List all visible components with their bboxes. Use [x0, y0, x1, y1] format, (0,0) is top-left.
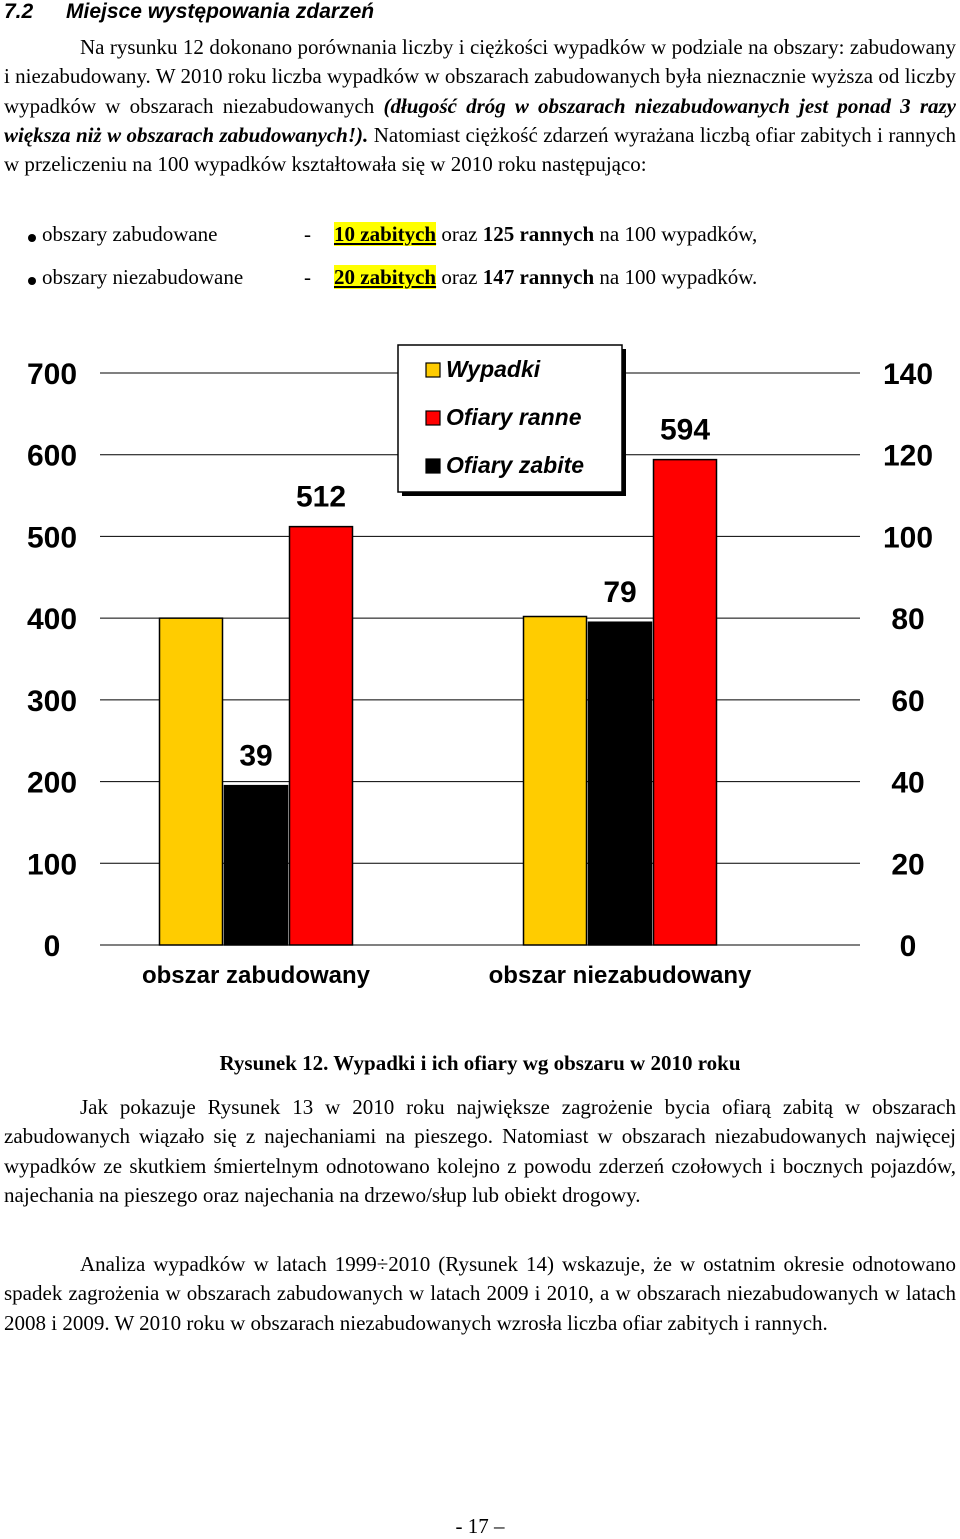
y-right-tick-label: 20: [891, 848, 924, 881]
y-left-tick-label: 700: [27, 358, 77, 391]
legend-swatch: [425, 410, 441, 426]
y-right-tick-label: 120: [883, 440, 933, 473]
data-label: 594: [660, 414, 710, 447]
paragraph-3-text: Analiza wypadków w latach 1999÷2010 (Rys…: [4, 1252, 956, 1335]
category-label: obszar niezabudowany: [489, 962, 752, 989]
bullet-mid: oraz: [436, 222, 483, 246]
y-right-tick-label: 140: [883, 358, 933, 391]
accidents-chart: 0 100 200 300 400 500 600 700 0 20 40 60 80 100 120 140…: [27, 344, 933, 989]
bullet-label: obszary zabudowane: [42, 222, 218, 246]
paragraph-3: Analiza wypadków w latach 1999÷2010 (Rys…: [4, 1250, 956, 1338]
killed-count: 10 zabitych: [334, 222, 437, 246]
y-right-tick-label: 60: [891, 685, 924, 718]
intro-paragraph: Na rysunku 12 dokonano porównania liczby…: [4, 33, 956, 179]
bullet-item: obszary zabudowane - 10 zabitych oraz 12…: [4, 222, 956, 252]
figure-caption: Rysunek 12. Wypadki i ich ofiary wg obsz…: [219, 1051, 741, 1075]
bullet-dash: -: [304, 222, 311, 246]
y-right-tick-label: 40: [891, 767, 924, 800]
y-left-tick-label: 600: [27, 440, 77, 473]
data-label: 39: [239, 740, 272, 773]
y-right-tick-label: 100: [883, 521, 933, 554]
bar-ofiary-ranne: [288, 525, 354, 946]
y-left-tick-label: 0: [44, 930, 61, 963]
legend-label: Ofiary zabite: [446, 452, 584, 478]
section-number: 7.2: [4, 0, 34, 23]
legend-swatch: [425, 362, 441, 378]
bullet-label: obszary niezabudowane: [42, 265, 244, 289]
data-label: 79: [603, 576, 636, 609]
intro-text-1: Na rysunku 12 dokonano porównania liczby…: [4, 35, 956, 118]
injured-count: 125 rannych: [482, 222, 595, 246]
bullet-tail: na 100 wypadków,: [594, 222, 758, 246]
intro-text-2: Natomiast ciężkość zdarzeń wyrażana licz…: [4, 122, 956, 177]
legend-swatch: [425, 458, 441, 474]
bullet-icon: [28, 277, 36, 285]
category-label: obszar zabudowany: [142, 962, 371, 989]
y-left-tick-label: 100: [27, 848, 77, 881]
section-title: Miejsce występowania zdarzeń: [66, 0, 375, 23]
y-right-tick-label: 0: [900, 930, 917, 963]
legend-label: Ofiary ranne: [446, 404, 582, 430]
bullet-mid: oraz: [436, 265, 483, 289]
bar-ofiary-zabite: [587, 621, 653, 946]
killed-count: 20 zabitych: [334, 265, 437, 289]
bar-ofiary-zabite: [223, 784, 289, 946]
bullet-dash: -: [304, 265, 311, 289]
bar-wypadki: [158, 617, 224, 946]
y-left-tick-label: 400: [27, 603, 77, 636]
y-left-tick-label: 500: [27, 521, 77, 554]
intro-emphasis: (długość dróg w obszarach niezabudowanyc…: [4, 93, 956, 147]
paragraph-2-text: Jak pokazuje Rysunek 13 w 2010 roku najw…: [4, 1095, 956, 1207]
bullet-icon: [28, 234, 36, 242]
data-label: 512: [296, 481, 346, 514]
bullet-tail: na 100 wypadków.: [594, 265, 758, 289]
legend-label: Wypadki: [446, 356, 541, 382]
y-left-tick-label: 200: [27, 767, 77, 800]
bar-wypadki: [522, 615, 588, 946]
bullet-item: obszary niezabudowane - 20 zabitych oraz…: [4, 265, 956, 295]
y-left-tick-label: 300: [27, 685, 77, 718]
y-right-tick-label: 80: [891, 603, 924, 636]
injured-count: 147 rannych: [482, 265, 595, 289]
paragraph-2: Jak pokazuje Rysunek 13 w 2010 roku najw…: [4, 1093, 956, 1210]
section-heading: 7.2 Miejsce występowania zdarzeń: [4, 0, 374, 24]
bar-ofiary-ranne: [652, 458, 718, 946]
page-number: - 17 –: [455, 1514, 505, 1538]
